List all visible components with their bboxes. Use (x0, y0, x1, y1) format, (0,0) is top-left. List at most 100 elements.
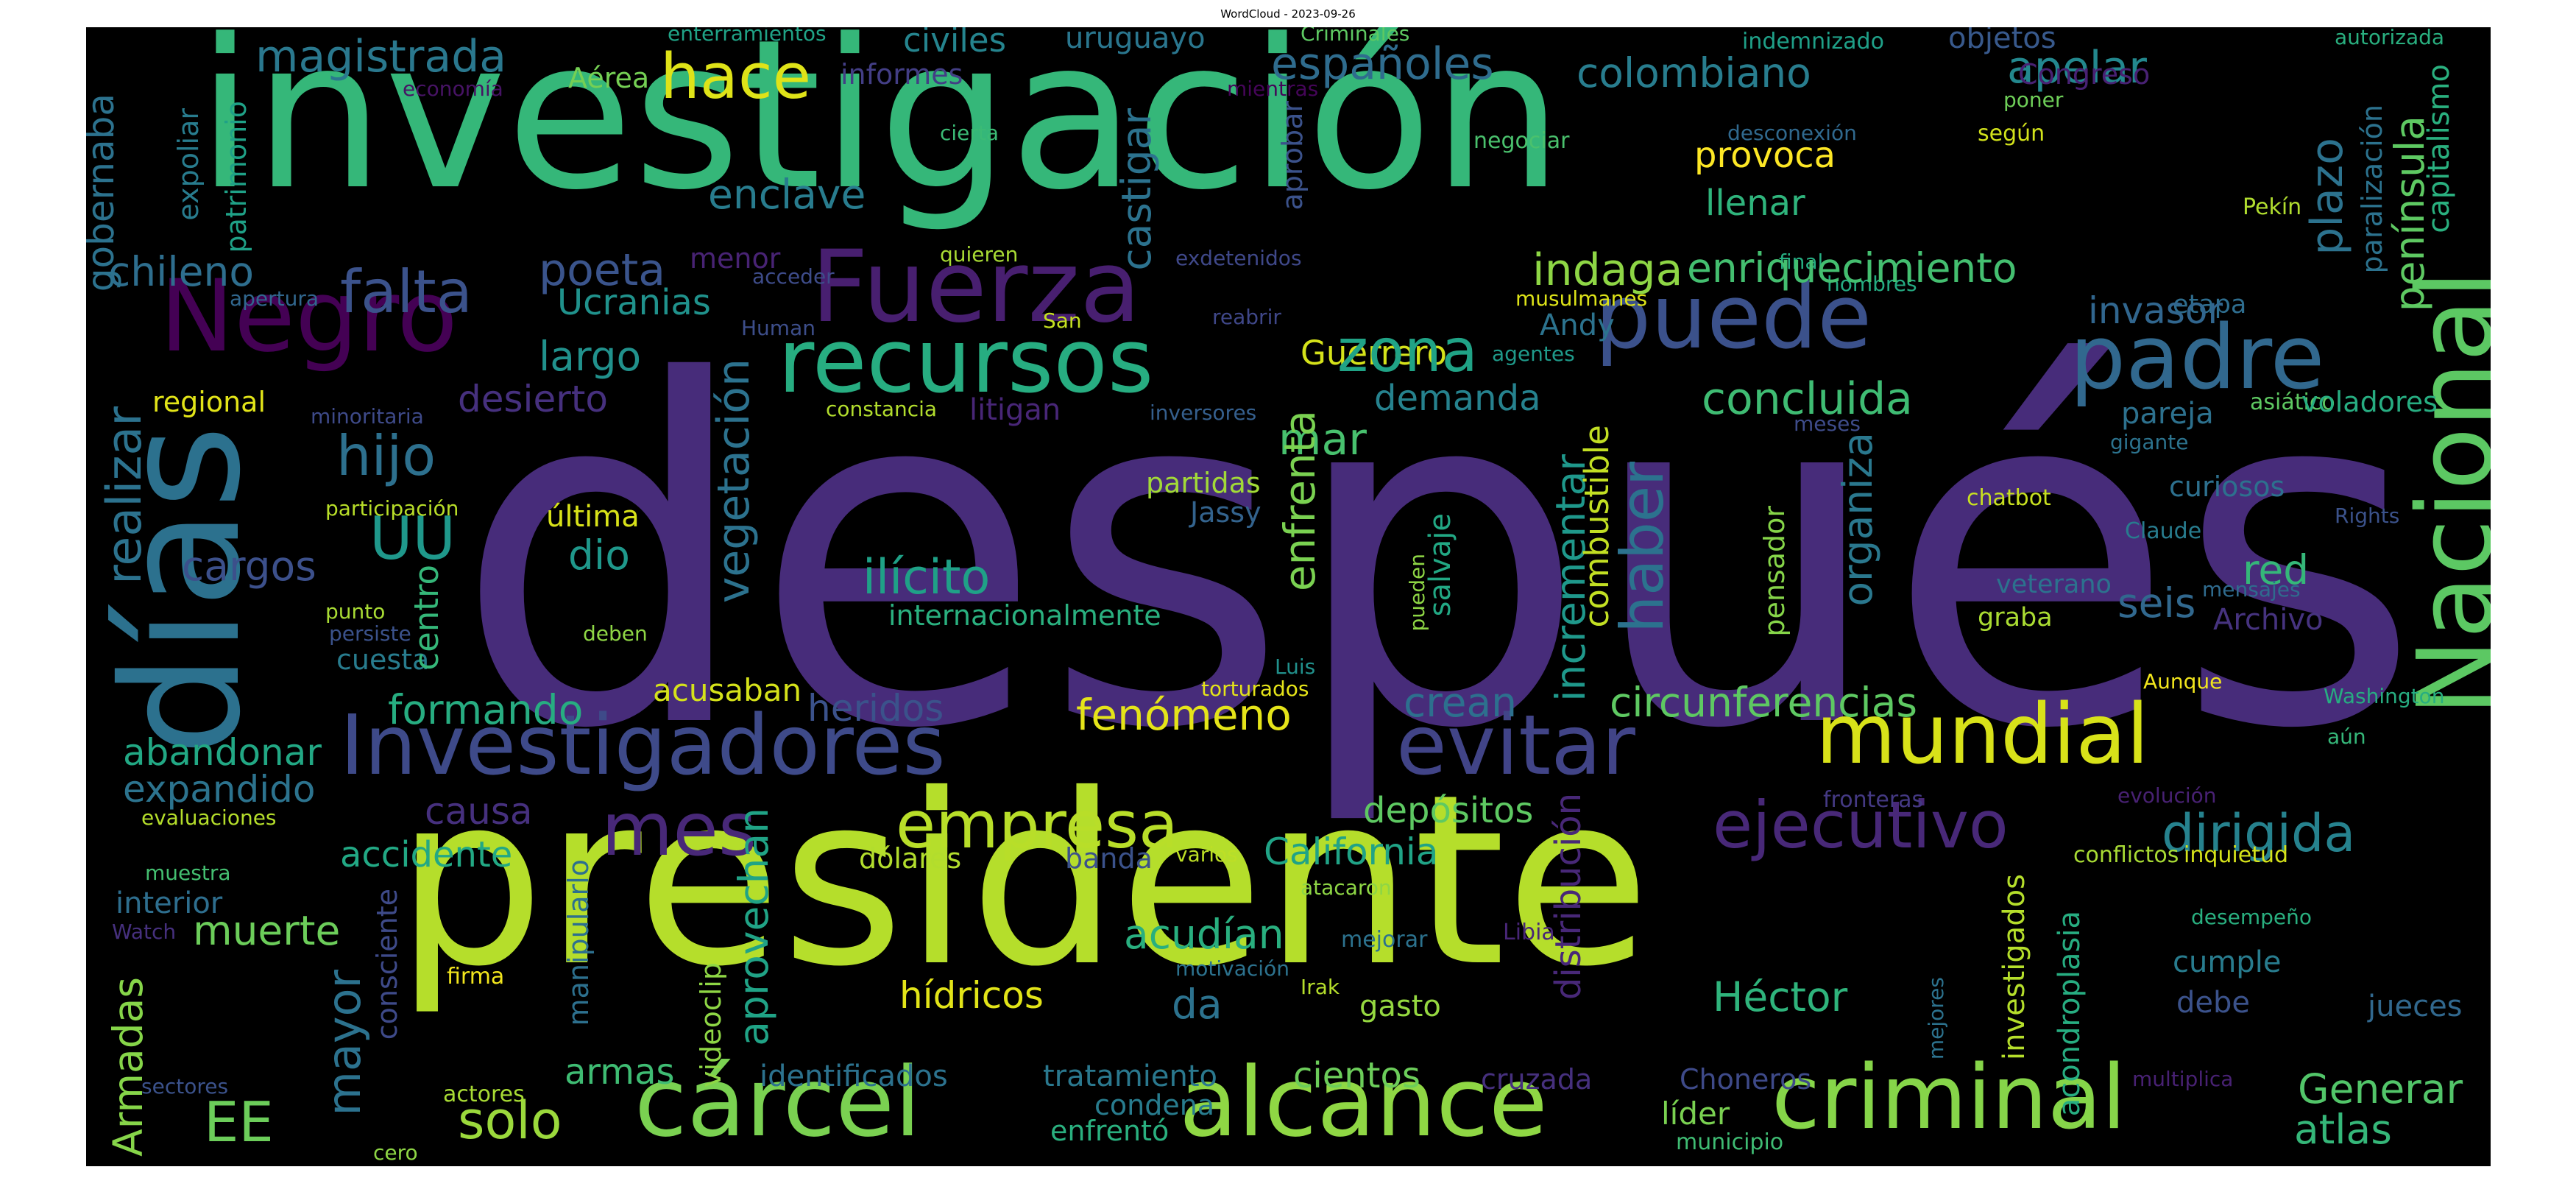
word-113: Luis (1275, 655, 1316, 679)
word-46: llenar (1705, 183, 1805, 224)
word-21: UU (369, 504, 456, 573)
word-87: constancia (826, 397, 938, 421)
word-35: Criminales (1301, 27, 1410, 46)
word-17: alcance (1179, 1046, 1548, 1158)
word-186: haber (1608, 462, 1677, 633)
word-29: hace (660, 40, 811, 113)
word-175: videoclip (695, 962, 727, 1087)
word-25: atlas (2294, 1106, 2392, 1153)
word-63: etapa (2173, 290, 2247, 320)
word-117: heridos (807, 687, 944, 730)
word-64: invasor (2088, 289, 2223, 332)
word-77: zona (1337, 317, 1478, 385)
word-112: cuesta (336, 643, 430, 676)
word-179: acondroplasia (2053, 911, 2087, 1117)
word-18: criminal (1772, 1047, 2126, 1149)
word-156: jueces (2368, 990, 2463, 1023)
word-71: musulmanes (1515, 286, 1648, 311)
word-41: informes (841, 58, 963, 91)
word-62: enriquecimiento (1687, 244, 2017, 292)
word-116: acusaban (653, 672, 802, 708)
word-118: fenómeno (1076, 690, 1292, 740)
word-80: voladores (2301, 386, 2438, 418)
word-144: cumple (2173, 945, 2282, 979)
word-105: mensajes (2202, 577, 2301, 602)
word-164: Choneros (1680, 1063, 1812, 1096)
word-104: veterano (1996, 570, 2112, 599)
word-94: curiosos (2169, 470, 2285, 503)
word-27: realizar (97, 406, 152, 585)
word-78: concluida (1702, 373, 1913, 425)
word-198: paralización (2356, 105, 2388, 274)
word-7: recursos (778, 311, 1154, 413)
word-192: expoliar (172, 108, 205, 221)
word-24: dirigida (2162, 803, 2356, 864)
word-54: chileno (108, 248, 255, 295)
word-163: cruzada (1481, 1063, 1593, 1096)
word-100: cargos (182, 543, 316, 590)
word-103: red (2243, 546, 2310, 593)
word-4: Nacional (2396, 270, 2491, 716)
word-65: acceder (752, 264, 835, 289)
word-89: inversores (1150, 401, 1257, 425)
word-159: actores (443, 1082, 525, 1107)
word-178: investigados (1998, 874, 2031, 1060)
word-66: apertura (230, 286, 319, 311)
word-110: persiste (329, 621, 411, 646)
word-183: enfrenta (1275, 410, 1325, 592)
word-115: formando (388, 686, 584, 733)
word-134: banda (1065, 842, 1153, 875)
word-129: depósitos (1363, 790, 1534, 831)
word-187: organiza (1834, 432, 1881, 607)
word-44: Congreso (2018, 58, 2151, 91)
word-47: enclave (708, 171, 866, 218)
word-138: interior (116, 886, 223, 920)
word-12: mundial (1816, 687, 2150, 783)
word-195: aprobar (1276, 101, 1309, 211)
word-125: expandido (123, 768, 316, 811)
word-188: salvaje (1423, 513, 1457, 617)
word-153: gasto (1359, 990, 1441, 1023)
word-9: padre (2070, 307, 2325, 409)
word-171: Armadas (105, 977, 152, 1157)
word-79: asiático (2250, 389, 2335, 415)
word-86: minoritaria (311, 404, 424, 428)
word-165: multiplica (2132, 1067, 2234, 1091)
word-93: chatbot (1967, 485, 2051, 511)
word-50: según (1978, 121, 2045, 147)
word-182: vegetación (708, 359, 760, 604)
word-123: aún (2327, 724, 2366, 749)
word-51: poner (2003, 88, 2064, 112)
word-120: circunferencias (1610, 679, 1918, 726)
word-52: desconexión (1727, 121, 1857, 145)
word-97: participación (325, 496, 459, 521)
word-136: conflictos (2073, 842, 2179, 868)
word-70: reabrir (1212, 305, 1281, 329)
word-107: graba (1978, 603, 2053, 632)
word-53: Pekín (2243, 194, 2302, 220)
word-146: mejorar (1341, 927, 1428, 953)
word-32: apelar (2007, 42, 2147, 94)
word-145: desempeño (2191, 905, 2312, 929)
word-172: mayor (317, 970, 371, 1116)
word-30: españoles (1271, 38, 1494, 90)
word-61: indaga (1532, 244, 1683, 296)
word-180: mejores (1924, 977, 1948, 1060)
word-130: California (1264, 830, 1439, 873)
word-59: final (1779, 250, 1824, 274)
word-190: pensador (1758, 506, 1791, 637)
word-34: uruguayo (1065, 27, 1206, 55)
word-167: enfrentó (1050, 1115, 1170, 1147)
word-14: empresa (896, 787, 1178, 863)
word-162: cientos (1293, 1055, 1420, 1096)
word-176: aprovechan (730, 808, 777, 1046)
word-cloud: después presidente investigación días Nacion… (86, 27, 2491, 1166)
word-168: líder (1661, 1096, 1730, 1132)
word-114: torturados (1201, 677, 1309, 701)
word-101: ilícito (863, 550, 991, 605)
chart-title: WordCloud - 2023-09-26 (1220, 7, 1356, 21)
word-122: Washington (2324, 684, 2445, 708)
word-73: Guerrero (1301, 334, 1448, 373)
word-140: muerte (193, 907, 341, 954)
word-36: enterramientos (668, 27, 827, 46)
